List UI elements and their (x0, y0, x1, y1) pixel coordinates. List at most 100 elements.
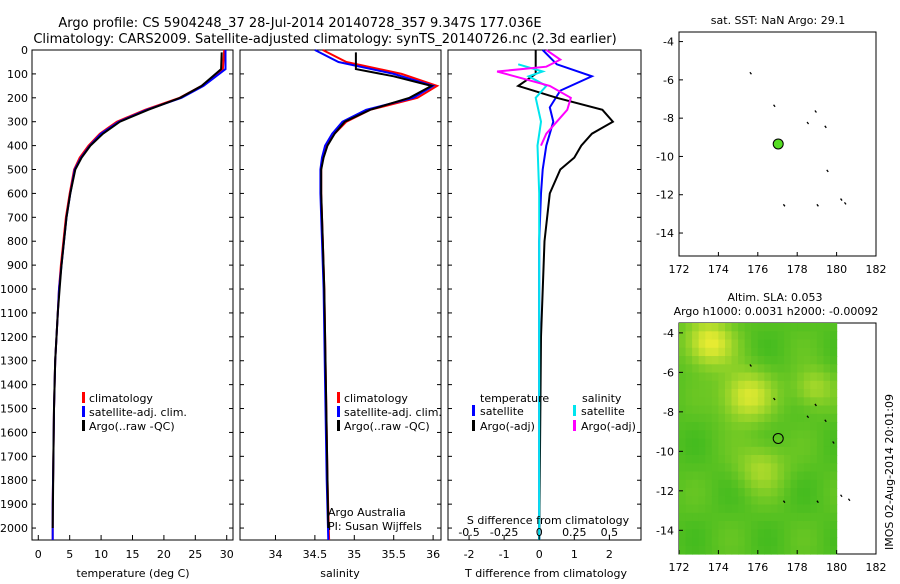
sla-cell (718, 529, 726, 539)
sst_map-ytick-label: -6 (663, 74, 674, 87)
sla_map-float-point (749, 364, 752, 367)
sla-cell (810, 504, 818, 514)
sla-cell (685, 430, 693, 440)
sla-cell (777, 364, 785, 374)
sla-cell (797, 471, 805, 481)
sla-cell (692, 364, 700, 374)
sla-cell (764, 488, 772, 497)
sla-cell (711, 364, 719, 374)
temperature-legend-argo: Argo(..raw -QC) (89, 420, 175, 433)
sla-cell (679, 364, 687, 374)
sla-cell (738, 339, 746, 349)
sla-cell (738, 521, 746, 530)
sla-cell (777, 413, 785, 423)
sla-cell (823, 397, 831, 407)
sla-cell (816, 488, 825, 497)
sla-cell (803, 422, 811, 431)
sla-cell (718, 364, 726, 374)
sla-cell (692, 446, 700, 456)
sla-cell (698, 364, 706, 374)
sla-cell (784, 488, 792, 497)
sla-cell (777, 521, 785, 530)
sla-cell (810, 339, 818, 349)
sla-cell (685, 504, 693, 514)
sla_map-float-point (773, 397, 776, 401)
sla-cell (692, 430, 700, 440)
sla-cell (705, 446, 713, 456)
sla-cell (790, 364, 798, 374)
legend-marker-climatology (82, 392, 85, 403)
temperature-series-0 (51, 49, 226, 540)
sla-cell (738, 438, 746, 448)
sla-cell (698, 529, 706, 539)
sla-cell (744, 405, 752, 415)
sla-cell (830, 496, 838, 506)
sla-cell (679, 413, 687, 423)
sla-cell (810, 545, 818, 555)
sla-cell (738, 364, 746, 374)
sla-cell (790, 521, 798, 530)
sla-cell (816, 446, 825, 456)
sla-cell (790, 356, 798, 365)
sla-cell (777, 463, 785, 473)
sla-cell (777, 405, 785, 415)
sla-cell (797, 331, 805, 341)
sla-cell (751, 504, 759, 514)
temperature-xtick-label: 10 (94, 548, 108, 561)
sla-cell (777, 479, 785, 489)
sla-cell (823, 389, 831, 398)
sla-cell (777, 356, 785, 365)
sla-cell (698, 479, 706, 489)
sla-cell (692, 339, 700, 349)
sla-cell (731, 537, 739, 547)
sla-cell (797, 455, 805, 464)
sla-cell (770, 537, 779, 547)
sla-cell (698, 323, 706, 332)
sla-cell (705, 389, 713, 398)
sla-cell (738, 537, 746, 547)
difference-t-label: T difference from climatology (464, 567, 627, 580)
sla-cell (830, 422, 838, 431)
sla-cell (784, 529, 792, 539)
sla-cell (784, 347, 792, 357)
sla-cell (816, 422, 825, 431)
sla-cell (751, 430, 759, 440)
difference-legend-t-argo: Argo(-adj) (480, 420, 535, 433)
sla-cell (731, 389, 739, 398)
sla-cell (725, 372, 733, 382)
sla-cell (764, 422, 772, 431)
sla-cell (698, 413, 706, 423)
sla-cell (685, 479, 693, 489)
sla-cell (698, 496, 706, 506)
sla-cell (770, 405, 779, 415)
sla-cell (757, 488, 765, 497)
sla-cell (790, 323, 798, 332)
depth-tick-label: 1600 (0, 426, 28, 439)
sla-cell (764, 455, 772, 464)
sla-cell (757, 438, 765, 448)
sla-cell (751, 380, 759, 390)
sla-cell (725, 422, 733, 431)
sla_map-float-point (832, 441, 835, 444)
sla-cell (751, 389, 759, 398)
sla-cell (784, 438, 792, 448)
sst_map-ytick-label: -10 (656, 150, 674, 163)
difference-axes (447, 49, 642, 541)
sla-cell (803, 446, 811, 456)
sla-cell (797, 446, 805, 456)
sla-cell (725, 521, 733, 530)
sla-cell (731, 405, 739, 415)
sla-cell (692, 347, 700, 357)
sla-cell (744, 521, 752, 530)
sla-cell (803, 364, 811, 374)
sla_map-float-point (816, 500, 819, 504)
sla-cell (705, 479, 713, 489)
sla-cell (744, 496, 752, 506)
sla-cell (679, 323, 687, 332)
sla-cell (711, 529, 719, 539)
sla-cell (797, 488, 805, 497)
sla-cell (718, 413, 726, 423)
sla-cell (797, 372, 805, 382)
sla-cell (679, 545, 687, 555)
sla-cell (679, 496, 687, 506)
